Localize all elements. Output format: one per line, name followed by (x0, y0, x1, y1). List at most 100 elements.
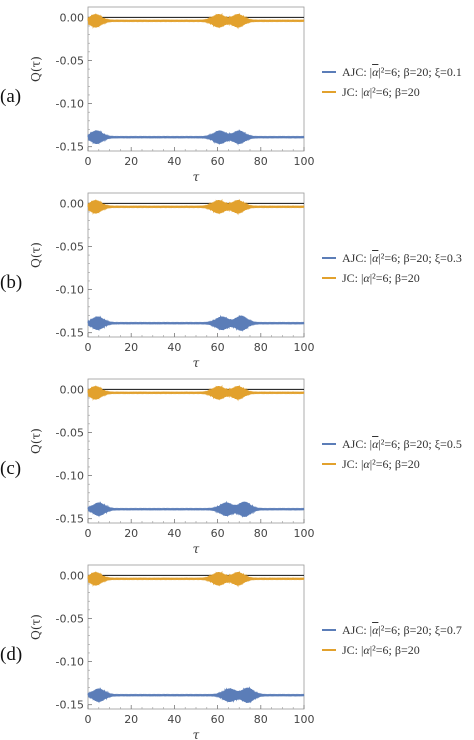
y-tick-label: -0.15 (56, 513, 84, 526)
chart-svg: 0 20 40 60 80 100 0.00 -0.05 -0.10 -0.15 τ Q(τ) (29, 192, 315, 368)
panel-label: (b) (0, 272, 23, 293)
legend-entry: AJC: |α|²=6; β=20; ξ=0.1 (322, 62, 462, 82)
x-axis-label: τ (193, 170, 200, 182)
series-line (87, 686, 305, 704)
y-tick-label: -0.10 (56, 470, 84, 483)
y-axis-label: Q(τ) (29, 56, 43, 82)
legend-label: JC: |α|²=6; β=20 (342, 456, 420, 471)
x-tick-label: 0 (85, 155, 92, 168)
series-line (87, 500, 305, 518)
legend-label: JC: |α|²=6; β=20 (342, 642, 420, 657)
legend-swatch (322, 257, 336, 259)
x-axis-label: τ (193, 542, 200, 554)
legend-label: JC: |α|²=6; β=20 (342, 270, 420, 285)
legend-entry: JC: |α|²=6; β=20 (322, 640, 462, 660)
plot-frame (87, 378, 305, 524)
x-tick-label: 60 (211, 155, 225, 168)
y-tick-label: -0.15 (56, 141, 84, 154)
x-tick-label: 100 (294, 713, 315, 726)
x-tick-label: 0 (85, 341, 92, 354)
legend-label: AJC: |α|²=6; β=20; ξ=0.3 (342, 250, 462, 265)
x-axis-label: τ (193, 356, 200, 368)
x-tick-label: 60 (211, 713, 225, 726)
series-line (87, 384, 305, 402)
legend-entry: JC: |α|²=6; β=20 (322, 82, 462, 102)
series-line (87, 570, 305, 588)
chart-panel: 0 20 40 60 80 100 0.00 -0.05 -0.10 -0.15 τ Q(τ) (b) A… (0, 186, 474, 368)
x-tick-label: 60 (211, 341, 225, 354)
x-tick-label: 0 (85, 527, 92, 540)
y-axis-label: Q(τ) (29, 428, 43, 454)
y-tick-label: 0.00 (60, 569, 85, 582)
x-tick-label: 80 (254, 713, 268, 726)
legend-entry: AJC: |α|²=6; β=20; ξ=0.5 (322, 434, 462, 454)
x-tick-label: 60 (211, 527, 225, 540)
y-tick-label: -0.10 (56, 656, 84, 669)
y-tick-label: -0.10 (56, 284, 84, 297)
legend-swatch (322, 649, 336, 651)
x-tick-label: 20 (124, 713, 138, 726)
y-tick-label: -0.05 (56, 54, 84, 67)
legend: AJC: |α|²=6; β=20; ξ=0.3 JC: |α|²=6; β=20 (322, 248, 462, 288)
series-line (87, 129, 305, 146)
legend: AJC: |α|²=6; β=20; ξ=0.1 JC: |α|²=6; β=20 (322, 62, 462, 102)
chart-panel: 0 20 40 60 80 100 0.00 -0.05 -0.10 -0.15 τ Q(τ) (a) A… (0, 0, 474, 182)
chart-svg: 0 20 40 60 80 100 0.00 -0.05 -0.10 -0.15 τ Q(τ) (29, 378, 315, 554)
x-tick-label: 80 (254, 527, 268, 540)
legend-entry: AJC: |α|²=6; β=20; ξ=0.7 (322, 620, 462, 640)
plot-frame (87, 564, 305, 710)
legend: AJC: |α|²=6; β=20; ξ=0.5 JC: |α|²=6; β=20 (322, 434, 462, 474)
legend-entry: AJC: |α|²=6; β=20; ξ=0.3 (322, 248, 462, 268)
y-tick-label: 0.00 (60, 197, 85, 210)
plot-frame (87, 6, 305, 152)
panel-label: (a) (0, 86, 22, 107)
legend: AJC: |α|²=6; β=20; ξ=0.7 JC: |α|²=6; β=20 (322, 620, 462, 660)
x-axis-label: τ (193, 728, 200, 740)
legend-swatch (322, 71, 336, 73)
series-line (87, 314, 305, 332)
y-tick-label: 0.00 (60, 11, 85, 24)
legend-swatch (322, 277, 336, 279)
x-tick-label: 0 (85, 713, 92, 726)
chart-svg: 0 20 40 60 80 100 0.00 -0.05 -0.10 -0.15 τ Q(τ) (29, 6, 315, 182)
y-tick-label: -0.05 (56, 426, 84, 439)
x-tick-label: 100 (294, 341, 315, 354)
legend-swatch (322, 91, 336, 93)
chart-panel: 0 20 40 60 80 100 0.00 -0.05 -0.10 -0.15 τ Q(τ) (c) A… (0, 372, 474, 554)
legend-label: AJC: |α|²=6; β=20; ξ=0.7 (342, 622, 462, 637)
panel-label: (c) (0, 458, 22, 479)
y-tick-label: -0.15 (56, 699, 84, 712)
x-tick-label: 80 (254, 155, 268, 168)
plot-frame (87, 192, 305, 338)
x-tick-label: 40 (167, 713, 181, 726)
x-tick-label: 40 (167, 527, 181, 540)
y-tick-label: -0.05 (56, 240, 84, 253)
chart-panel: 0 20 40 60 80 100 0.00 -0.05 -0.10 -0.15 τ Q(τ) (d) A… (0, 558, 474, 740)
legend-entry: JC: |α|²=6; β=20 (322, 268, 462, 288)
x-tick-label: 40 (167, 341, 181, 354)
x-tick-label: 20 (124, 527, 138, 540)
x-tick-label: 40 (167, 155, 181, 168)
series-line (87, 12, 305, 30)
legend-label: AJC: |α|²=6; β=20; ξ=0.5 (342, 436, 462, 451)
legend-label: AJC: |α|²=6; β=20; ξ=0.1 (342, 64, 462, 79)
x-tick-label: 80 (254, 341, 268, 354)
y-axis-label: Q(τ) (29, 614, 43, 640)
y-axis-label: Q(τ) (29, 242, 43, 268)
panel-label: (d) (0, 644, 23, 665)
legend-entry: JC: |α|²=6; β=20 (322, 454, 462, 474)
legend-label: JC: |α|²=6; β=20 (342, 84, 420, 99)
x-tick-label: 20 (124, 155, 138, 168)
series-line (87, 198, 305, 216)
x-tick-label: 100 (294, 155, 315, 168)
y-tick-label: -0.15 (56, 327, 84, 340)
y-tick-label: -0.05 (56, 612, 84, 625)
y-tick-label: 0.00 (60, 383, 85, 396)
legend-swatch (322, 463, 336, 465)
x-tick-label: 20 (124, 341, 138, 354)
chart-svg: 0 20 40 60 80 100 0.00 -0.05 -0.10 -0.15 τ Q(τ) (29, 564, 315, 740)
legend-swatch (322, 443, 336, 445)
legend-swatch (322, 629, 336, 631)
x-tick-label: 100 (294, 527, 315, 540)
y-tick-label: -0.10 (56, 98, 84, 111)
